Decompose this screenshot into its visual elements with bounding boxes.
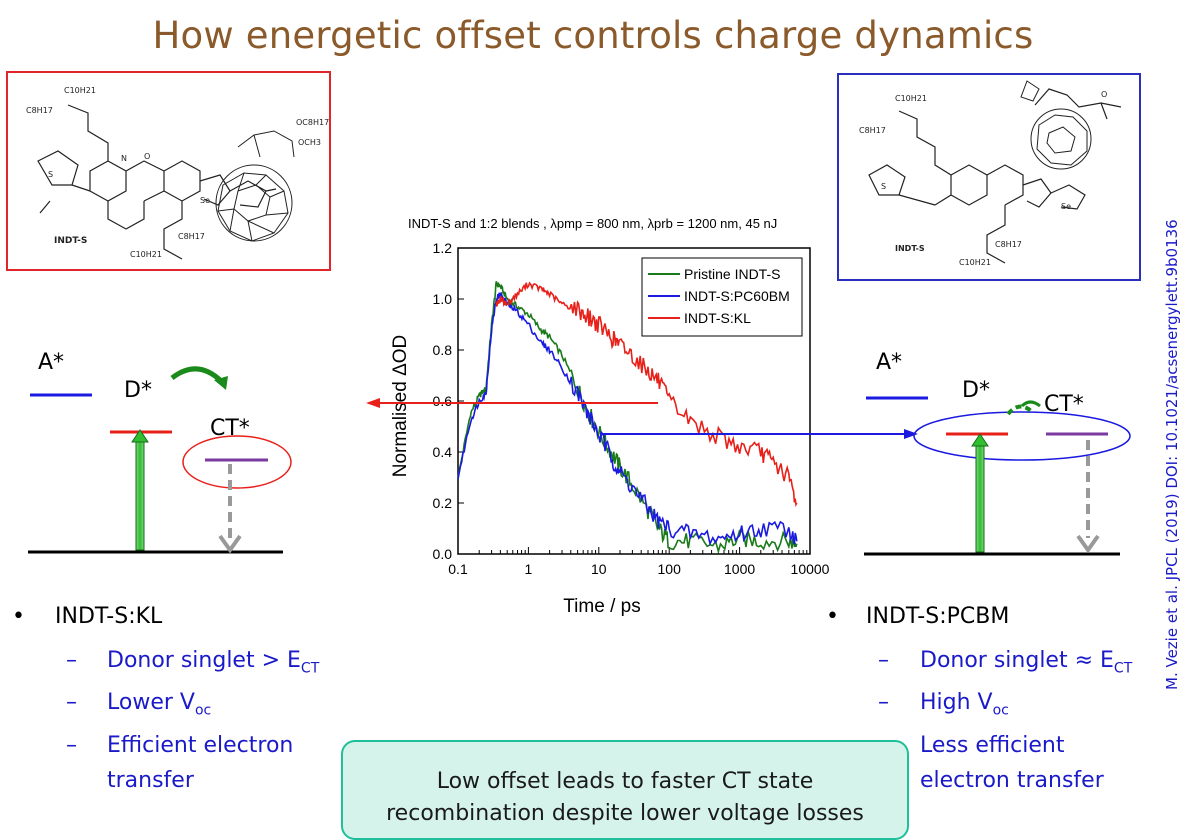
left-item-transfer-line1: Efficient electron [107,733,294,758]
left-energy-diagram [28,366,292,554]
item-subscript: oc [194,702,212,719]
item-text: Donor singlet ≈ E [920,648,1114,673]
right-energy-diagram [864,396,1131,556]
bullet-marker: • [12,604,25,629]
atom-label: C10H21 [64,86,96,95]
callout-line-2: recombination despite lower voltage loss… [386,801,864,826]
acceptor-label-right: A* [876,350,903,375]
series-line-3 [495,281,798,508]
series-line-1 [457,281,798,555]
x-axis-label: Time / ps [563,596,640,617]
left-item-transfer-line2: transfer [107,768,194,793]
dash-marker: – [878,648,889,673]
slide-title: How energetic offset controls charge dyn… [152,14,1034,57]
dash-marker: – [66,648,77,673]
atom-label: C10H21 [959,258,991,267]
energy-level-diagrams [28,366,1131,556]
y-tick-label: 1.0 [433,291,453,307]
right-bullet-heading: INDT-S:PCBM [866,604,1010,629]
excitation-arrow [975,443,985,553]
legend-label: INDT-S:KL [684,310,751,326]
recombination-arrowhead [218,534,242,554]
molecule-name: INDT-S [895,244,925,253]
x-tick-label: 1 [525,561,533,577]
ct-label-left: CT* [210,416,250,441]
item-subscript: CT [300,660,320,677]
atom-label: S [48,170,53,179]
right-item-transfer-line1: Less efficient [920,733,1065,758]
item-subscript: CT [1113,660,1133,677]
x-tick-label: 1000 [724,561,755,577]
transfer-arrow [170,366,224,384]
y-tick-label: 0.4 [433,444,453,460]
transfer-arrowhead [214,376,228,390]
atom-label: Se [200,196,210,205]
chemical-structure-drawing: C10H21 C8H17 N O S Se OC8H17 OCH3 C8H17 … [26,86,329,260]
atom-label: N [121,154,127,163]
molecule-name: INDT-S [54,236,87,246]
atom-label: C8H17 [859,126,886,135]
atom-label: O [1101,90,1107,99]
atom-label: S [881,182,886,191]
x-tick-label: 0.1 [448,561,468,577]
y-tick-label: 0.0 [433,546,453,562]
series-line-2 [457,292,798,547]
bullet-marker: • [826,604,839,629]
right-item-transfer-line2: electron transfer [920,768,1104,793]
chemical-structure-drawing: C10H21 C8H17 O S Se C8H17 C10H21 INDT-S [859,80,1122,267]
molecule-structure-left: C10H21 C8H17 N O S Se OC8H17 OCH3 C8H17 … [6,71,331,271]
x-tick-label: 100 [658,561,682,577]
donor-label-right: D* [962,378,990,403]
y-tick-label: 0.2 [433,495,453,511]
atom-label: Se [1061,202,1071,211]
acceptor-label-left: A* [38,350,65,375]
left-item-donor-singlet: Donor singlet > ECT [107,648,319,676]
atom-label: C10H21 [895,94,927,103]
atom-label: C8H17 [26,106,53,115]
excitation-arrow [135,439,145,551]
atom-label: O [144,152,150,161]
donor-label-left: D* [124,378,152,403]
dash-marker: – [66,690,77,715]
item-text: Lower V [107,690,195,715]
y-tick-label: 0.8 [433,342,453,358]
x-tick-label: 10 [591,561,607,577]
transfer-arrow [1006,404,1034,416]
item-text: Donor singlet > E [107,648,301,673]
right-item-voc: High Voc [920,690,1009,718]
legend-label: Pristine INDT-S [684,266,780,282]
left-item-voc: Lower Voc [107,690,211,718]
dash-marker: – [66,733,77,758]
x-tick-label: 10000 [791,561,830,577]
conclusion-callout: Low offset leads to faster CT state reco… [341,740,909,840]
dash-marker: – [878,690,889,715]
molecule-structure-right: C10H21 C8H17 O S Se C8H17 C10H21 INDT-S [837,73,1141,281]
levels-highlight-ellipse [913,411,1131,461]
excitation-arrowhead [131,429,149,443]
citation-doi[interactable]: M. Vezie et al. JPCL (2019) DOI: 10.1021… [1163,219,1181,690]
atom-label: C8H17 [995,240,1022,249]
ct-label-right: CT* [1044,392,1084,417]
back-transfer-arrow [1020,400,1041,408]
recombination-arrowhead [1076,534,1100,554]
excitation-arrowhead [971,433,989,447]
right-item-donor-singlet: Donor singlet ≈ ECT [920,648,1132,676]
callout-line-1: Low offset leads to faster CT state [436,769,814,794]
left-bullet-heading: INDT-S:KL [55,604,163,629]
item-text: High V [920,690,993,715]
legend-label: INDT-S:PC60BM [684,288,790,304]
y-tick-label: 1.2 [433,240,453,256]
ct-highlight-ellipse [182,435,292,489]
atom-label: OCH3 [298,138,321,147]
atom-label: C8H17 [178,232,205,241]
atom-label: C10H21 [130,250,162,259]
item-subscript: oc [992,702,1009,719]
y-axis-label: Normalised ΔOD [390,335,411,478]
atom-label: OC8H17 [296,118,329,127]
chart-title: INDT-S and 1:2 blends , λpmp = 800 nm, λ… [408,216,777,231]
transient-absorption-chart: INDT-S and 1:2 blends , λpmp = 800 nm, λ… [390,216,830,617]
y-tick-label: 0.6 [433,393,453,409]
